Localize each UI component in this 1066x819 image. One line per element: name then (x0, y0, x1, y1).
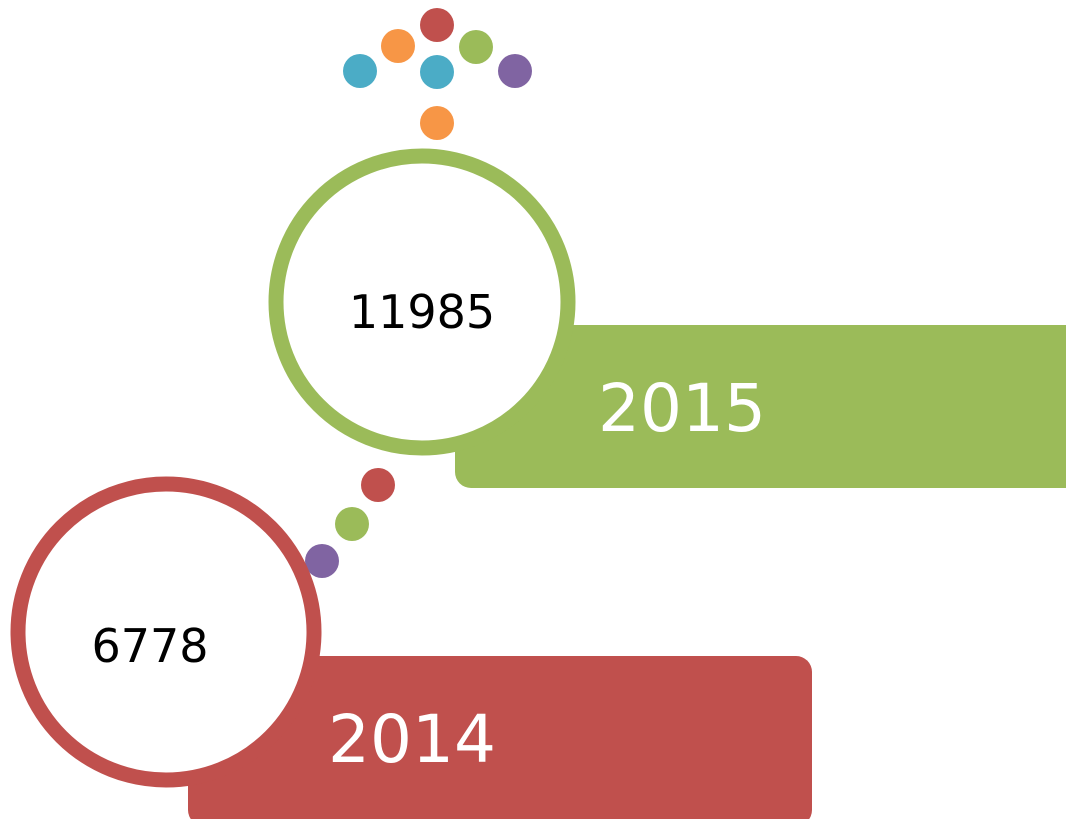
value-label: 11985 (349, 285, 495, 339)
year-banner (455, 325, 1066, 488)
dot (459, 30, 493, 64)
dot (305, 544, 339, 578)
value-label: 6778 (91, 619, 208, 673)
year-label: 2015 (598, 370, 766, 447)
value-circle (268, 148, 576, 456)
dot (381, 29, 415, 63)
dot (420, 8, 454, 42)
dot (343, 54, 377, 88)
dot (361, 468, 395, 502)
dot (420, 55, 454, 89)
dot (498, 54, 532, 88)
value-circle (10, 476, 322, 788)
dot-connector (305, 468, 395, 578)
dot (335, 507, 369, 541)
dot-cluster (343, 8, 532, 140)
year-label: 2014 (328, 701, 496, 778)
year-banner (188, 656, 812, 819)
dot (420, 106, 454, 140)
